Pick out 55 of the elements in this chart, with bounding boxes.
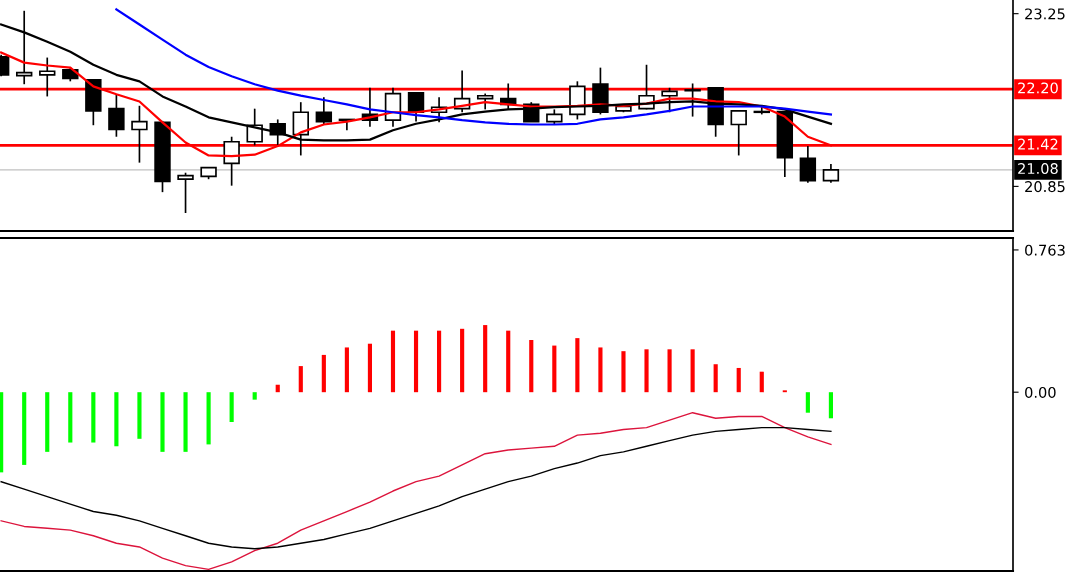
- bar: [344, 347, 349, 393]
- y-tick-label: 0.763: [1025, 244, 1065, 256]
- bar: [690, 349, 695, 393]
- bar: [91, 392, 96, 443]
- candlestick: [177, 171, 194, 214]
- bar: [667, 349, 672, 393]
- bar: [229, 392, 234, 423]
- bar: [252, 392, 257, 400]
- bar: [160, 392, 165, 452]
- bar: [575, 338, 580, 393]
- ref-line-label: 22.20: [1018, 82, 1058, 94]
- bar: [137, 392, 142, 439]
- bar: [206, 392, 211, 445]
- bar: [805, 392, 810, 413]
- bar: [367, 343, 373, 393]
- y-tick-label: 20.85: [1025, 181, 1065, 193]
- candlestick: [39, 56, 56, 98]
- bar: [713, 364, 718, 393]
- candlestick: [799, 145, 817, 184]
- candlestick: [822, 163, 840, 184]
- bar: [460, 328, 465, 393]
- bar: [114, 392, 119, 447]
- candlestick: [108, 93, 125, 138]
- bar: [552, 345, 557, 393]
- bar: [529, 339, 534, 393]
- bar: [0, 392, 4, 473]
- candlestick: [730, 109, 747, 157]
- bar: [644, 349, 649, 393]
- y-tick-label: 23.25: [1025, 8, 1065, 20]
- candlestick: [684, 82, 701, 118]
- bar: [275, 384, 280, 393]
- bar: [183, 392, 188, 452]
- candlestick: [315, 96, 333, 126]
- bar: [483, 325, 488, 393]
- bar: [45, 392, 50, 452]
- bar: [736, 367, 741, 393]
- line-series: [0, 412, 832, 571]
- line-series: [0, 426, 832, 550]
- y-tick-label: 0.00: [1025, 386, 1056, 398]
- bar: [621, 351, 626, 393]
- candlestick: [131, 104, 148, 164]
- bar: [828, 392, 833, 419]
- line-series: [115, 8, 833, 126]
- bar: [298, 366, 303, 393]
- bar: [413, 330, 419, 393]
- bar: [321, 354, 326, 393]
- bar: [68, 392, 73, 443]
- bar: [390, 330, 396, 393]
- bar: [506, 330, 511, 393]
- ref-line-label: 21.42: [1018, 138, 1058, 150]
- bar: [437, 330, 442, 393]
- ref-line-label: 21.08: [1018, 163, 1058, 175]
- bar: [759, 371, 764, 393]
- bar: [598, 347, 603, 393]
- bar: [22, 392, 27, 465]
